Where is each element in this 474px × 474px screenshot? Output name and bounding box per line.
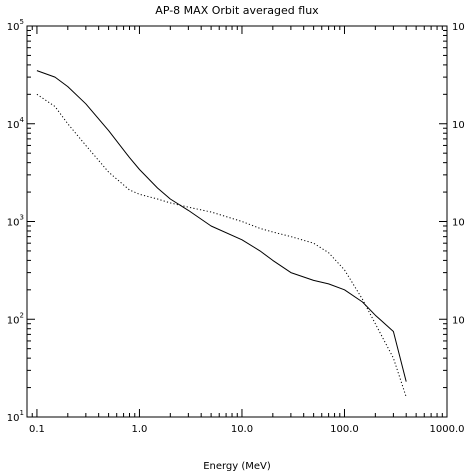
series-line-solid (36, 70, 407, 382)
series-lines (36, 70, 407, 398)
x-tick-label: 100.0 (330, 424, 359, 435)
x-axis-label: Energy (MeV) (203, 461, 271, 472)
y-tick-label-right: 10 (452, 22, 465, 33)
series-line-dotted (36, 93, 407, 398)
x-tick-label: 10.0 (231, 424, 253, 435)
x-tick-label: 0.1 (29, 424, 45, 435)
y-tick-label-right: 10 (452, 218, 465, 229)
y-tick-label-right: 10 (452, 120, 465, 131)
chart-title: AP-8 MAX Orbit averaged flux (155, 4, 319, 17)
x-tick-label: 1000.0 (430, 424, 465, 435)
y-tick-label-right: 10 (452, 315, 465, 326)
y-tick-label: 105 (7, 18, 24, 33)
y-tick-label: 101 (7, 409, 24, 424)
y-tick-label: 103 (7, 214, 24, 229)
y-tick-label: 102 (7, 311, 24, 326)
tick-labels: 0.1 1.0 10.0 100.0 1000.0 101 102 103 104 105 10 10… (7, 18, 465, 435)
axis-ticks (26, 25, 448, 418)
x-tick-label: 1.0 (131, 424, 147, 435)
plot-frame (26, 25, 448, 418)
y-tick-label: 104 (7, 116, 25, 131)
